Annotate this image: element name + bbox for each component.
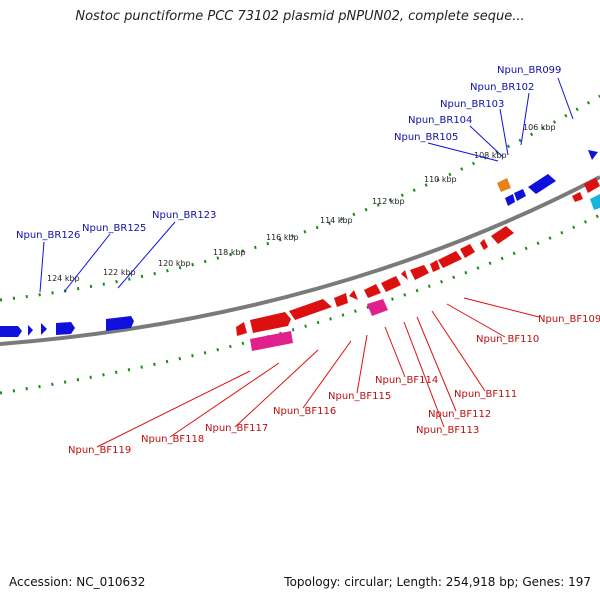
gene-label-Npun_BR126: Npun_BR126 (16, 230, 80, 241)
tick-label: 122 kbp (103, 268, 136, 277)
orange-gene (497, 178, 511, 192)
forward-strand-genes (236, 178, 600, 336)
forward-label-leaders (96, 297, 540, 448)
forward-gene (480, 239, 488, 250)
forward-gene (572, 192, 583, 202)
forward-gene (367, 299, 388, 316)
gene-label-Npun_BR104: Npun_BR104 (408, 115, 472, 126)
forward-gene (381, 276, 401, 292)
forward-gene (438, 251, 462, 268)
forward-gene (250, 312, 291, 333)
reverse-label-leaders (39, 77, 574, 293)
tick-label: 118 kbp (213, 248, 246, 257)
tick-label: 124 kbp (47, 274, 80, 283)
gene-label-Npun_BF111: Npun_BF111 (454, 389, 517, 400)
forward-gene (584, 178, 600, 193)
topology-summary-text: Topology: circular; Length: 254,918 bp; … (284, 575, 591, 589)
reverse-gene (106, 316, 134, 331)
gene-label-Npun_BF109: Npun_BF109 (538, 314, 600, 325)
gene-label-Npun_BF113: Npun_BF113 (416, 425, 479, 436)
reverse-gene (514, 189, 526, 201)
tick-label: 116 kbp (266, 233, 299, 242)
gene-label-Npun_BR099: Npun_BR099 (497, 65, 561, 76)
outer-tick-ring (0, 94, 600, 302)
forward-gene (250, 331, 293, 351)
tick-label-group: 106 kbp 108 kbp 110 kbp 112 kbp 114 kbp … (47, 123, 556, 283)
reverse-gene (528, 174, 556, 194)
reverse-gene (505, 194, 515, 206)
forward-gene (430, 260, 440, 272)
forward-gene (236, 322, 247, 336)
tick-label: 108 kbp (474, 151, 507, 160)
gene-label-Npun_BR105: Npun_BR105 (394, 132, 458, 143)
gene-label-Npun_BF112: Npun_BF112 (428, 409, 491, 420)
reverse-gene (41, 323, 47, 335)
gene-label-Npun_BF119: Npun_BF119 (68, 445, 131, 456)
forward-gene (491, 226, 514, 244)
forward-gene (289, 299, 332, 320)
map-title: Nostoc punctiforme PCC 73102 plasmid pNP… (75, 9, 525, 24)
accession-text: Accession: NC_010632 (9, 575, 146, 589)
forward-strand-genes-alt (250, 299, 388, 351)
reverse-gene (56, 322, 75, 335)
tick-label: 120 kbp (158, 259, 191, 268)
forward-gene (401, 270, 408, 280)
tick-label: 112 kbp (372, 197, 405, 206)
reverse-gene (28, 325, 33, 336)
gene-label-Npun_BF118: Npun_BF118 (141, 434, 204, 445)
forward-gene (334, 293, 348, 307)
cyan-gene (590, 194, 600, 210)
reverse-label-group: Npun_BR099 Npun_BR102 Npun_BR103 Npun_BR… (16, 65, 561, 241)
tick-label: 110 kbp (424, 175, 457, 184)
gene-label-Npun_BF115: Npun_BF115 (328, 391, 391, 402)
genome-backbone (0, 175, 600, 346)
gene-label-Npun_BF116: Npun_BF116 (273, 406, 336, 417)
forward-gene (349, 290, 358, 300)
tick-label: 106 kbp (523, 123, 556, 132)
gene-label-Npun_BF110: Npun_BF110 (476, 334, 539, 345)
reverse-gene (0, 326, 22, 337)
reverse-gene (588, 150, 598, 160)
forward-gene (364, 284, 381, 298)
gene-label-Npun_BR123: Npun_BR123 (152, 210, 216, 221)
gene-label-Npun_BR103: Npun_BR103 (440, 99, 504, 110)
tick-label: 114 kbp (320, 216, 353, 225)
forward-gene (410, 265, 429, 280)
gene-label-Npun_BR102: Npun_BR102 (470, 82, 534, 93)
gene-label-Npun_BF114: Npun_BF114 (375, 375, 438, 386)
forward-gene (460, 244, 475, 258)
forward-label-group: Npun_BF109 Npun_BF110 Npun_BF111 Npun_BF… (68, 314, 600, 456)
gene-label-Npun_BR125: Npun_BR125 (82, 223, 146, 234)
reverse-strand-genes (0, 150, 598, 337)
gene-label-Npun_BF117: Npun_BF117 (205, 423, 268, 434)
